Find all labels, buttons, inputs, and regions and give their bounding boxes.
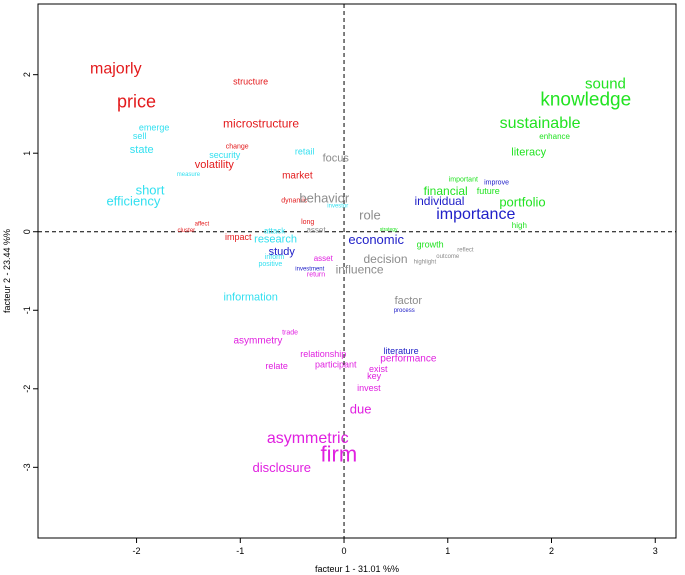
word-label-measure-cyan: measure: [177, 172, 201, 178]
word-label-due-magenta: due: [350, 402, 372, 417]
word-label-future-green: future: [477, 186, 500, 196]
word-label-affect-red: affect: [195, 222, 210, 228]
x-axis-label: facteur 1 - 31.01 %%: [315, 564, 399, 574]
word-label-relate-magenta: relate: [265, 361, 288, 371]
word-label-behavior-gray: behavior: [299, 190, 350, 205]
word-label-sound-green: sound: [585, 76, 626, 93]
word-label-efficiency-cyan: efficiency: [106, 194, 160, 209]
word-label-attack-cyan: attack: [264, 226, 286, 235]
word-label-volatility-red: volatility: [195, 159, 235, 171]
x-tick-label: 1: [445, 546, 450, 556]
word-label-economic-blue: economic: [348, 232, 404, 247]
word-labels: majorly price structure microstructure chang…: [90, 61, 631, 475]
word-label-performance-magenta: performance: [380, 353, 437, 364]
y-axis-ticks: 2 1 0 -1 -2 -3: [22, 72, 38, 471]
word-label-reflect-gray: reflect: [457, 248, 474, 254]
y-tick-label: -3: [22, 463, 32, 471]
word-label-return-magenta: return: [307, 271, 325, 278]
word-label-firm-magenta: firm: [321, 441, 358, 466]
word-label-research-cyan: research: [254, 234, 297, 246]
word-label-change-red: change: [226, 143, 249, 150]
word-label-strategy-green: strategy: [380, 227, 398, 233]
word-label-role-gray: role: [359, 208, 381, 223]
word-label-factor-gray: factor: [395, 295, 423, 307]
word-label-price-red: price: [117, 91, 156, 111]
word-label-information-cyan: information: [223, 292, 277, 304]
word-label-majorly-red: majorly: [90, 61, 142, 78]
word-label-high-green: high: [512, 221, 527, 230]
y-axis-label: facteur 2 - 23.44 %%: [2, 229, 12, 313]
word-label-outcome-gray: outcome: [436, 254, 460, 260]
word-label-asymmetry-magenta: asymmetry: [233, 335, 282, 346]
word-label-retail-cyan: retail: [295, 147, 315, 157]
y-tick-label: 2: [22, 72, 32, 77]
word-label-impact-red: impact: [225, 232, 252, 242]
word-label-participant-magenta: participant: [315, 359, 357, 369]
word-label-focus-gray: focus: [323, 153, 350, 165]
x-tick-label: -2: [133, 546, 141, 556]
word-label-exist-magenta: exist: [369, 364, 388, 374]
word-label-trade-magenta: trade: [282, 330, 298, 337]
word-label-microstructure-red: microstructure: [223, 116, 299, 130]
y-tick-label: 1: [22, 151, 32, 156]
x-tick-label: 3: [653, 546, 658, 556]
y-tick-label: -2: [22, 385, 32, 393]
plot-frame: [37, 3, 677, 539]
word-label-key-magenta: key: [367, 371, 382, 381]
y-tick-label: -1: [22, 306, 32, 314]
word-label-improve-blue: improve: [484, 180, 509, 187]
word-label-enhance-green: enhance: [539, 132, 570, 141]
word-label-decision-gray: decision: [364, 252, 408, 266]
word-label-investor-cyan: investor: [327, 204, 348, 210]
word-label-state-cyan: state: [130, 144, 154, 156]
word-label-asset-gray: asset: [306, 226, 326, 235]
word-label-cluster-red: cluster: [178, 228, 196, 234]
word-label-knowledge-green: knowledge: [540, 89, 631, 110]
reference-lines: [38, 4, 676, 538]
word-label-emerge-cyan: emerge: [139, 122, 170, 132]
word-label-inform-cyan: inform: [265, 254, 285, 261]
word-label-investment-blue: investment: [295, 266, 324, 272]
y-tick-label: 0: [22, 229, 32, 234]
x-tick-label: 2: [549, 546, 554, 556]
word-label-highlight-gray: highlight: [414, 259, 437, 265]
word-label-asymmetric-magenta: asymmetric: [267, 430, 349, 447]
word-label-long-red: long: [301, 219, 314, 226]
word-label-positive-cyan: positive: [259, 261, 283, 268]
word-label-process-blue: process: [394, 308, 415, 314]
word-label-short-cyan: short: [136, 183, 165, 198]
word-label-important-green: important: [449, 176, 478, 183]
word-label-asset-magenta: asset: [314, 254, 334, 263]
word-label-sustainable-green: sustainable: [500, 115, 581, 132]
word-label-portfolio-green: portfolio: [499, 194, 545, 209]
word-label-importance-blue: importance: [436, 206, 515, 223]
word-label-security-cyan: security: [209, 150, 241, 160]
word-label-literacy-green: literacy: [511, 146, 546, 158]
x-tick-label: -1: [236, 546, 244, 556]
word-label-financial-green: financial: [424, 184, 468, 198]
x-tick-label: 0: [342, 546, 347, 556]
word-label-market-red: market: [282, 170, 313, 181]
word-label-dynamic-red: dynamic: [281, 198, 308, 205]
x-axis-ticks: -2 -1 0 1 2 3: [133, 538, 658, 556]
word-label-study-blue: study: [269, 246, 296, 258]
word-label-disclosure-magenta: disclosure: [253, 460, 312, 475]
word-label-influence-gray: influence: [336, 262, 384, 276]
word-label-growth-green: growth: [417, 239, 444, 249]
word-label-invest-magenta: invest: [357, 383, 381, 393]
word-label-literature-blue: literature: [384, 346, 419, 356]
word-label-individual-blue: individual: [414, 194, 464, 208]
word-label-sell-cyan: sell: [133, 131, 147, 141]
word-label-structure-red: structure: [233, 77, 268, 87]
word-label-relationship-magenta: relationship: [300, 349, 346, 359]
